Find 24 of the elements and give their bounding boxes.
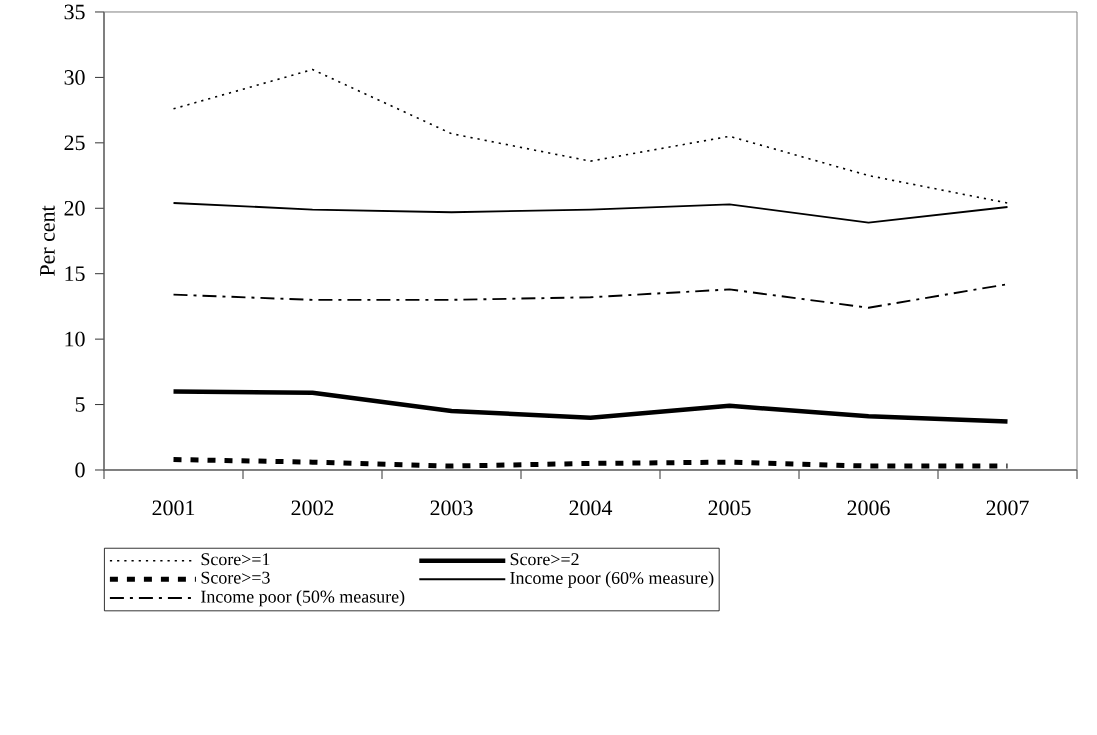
y-tick-label: 30: [64, 70, 85, 85]
x-tick-label: 2002: [291, 500, 334, 516]
legend-label: Score>=2: [510, 553, 579, 566]
y-tick-label: 10: [65, 331, 85, 347]
legend-label: Income poor (50% measure): [201, 590, 405, 607]
x-tick-label: 2003: [430, 500, 473, 516]
x-tick-label: 2001: [152, 500, 195, 516]
y-tick-label: 0: [75, 462, 85, 478]
line-series: [172, 68, 1009, 204]
x-tick-label: 2004: [569, 500, 613, 516]
y-tick-label: 20: [64, 200, 85, 216]
y-tick-label: 15: [65, 266, 85, 282]
x-tick-label: 2005: [708, 500, 751, 516]
legend-label: Score>=3: [201, 571, 270, 584]
legend-label: Income poor (60% measure): [510, 571, 714, 588]
y-axis-title: Per cent: [40, 205, 55, 276]
y-tick-label: 25: [64, 135, 85, 151]
y-tick-label: 5: [75, 397, 85, 412]
x-tick-label: 2006: [847, 500, 890, 516]
legend-label: Score>=1: [201, 553, 270, 566]
x-tick-label: 2007: [986, 500, 1029, 516]
line-series: [171, 389, 1010, 424]
y-tick-label: 35: [64, 4, 85, 20]
line-series: [172, 202, 1009, 224]
